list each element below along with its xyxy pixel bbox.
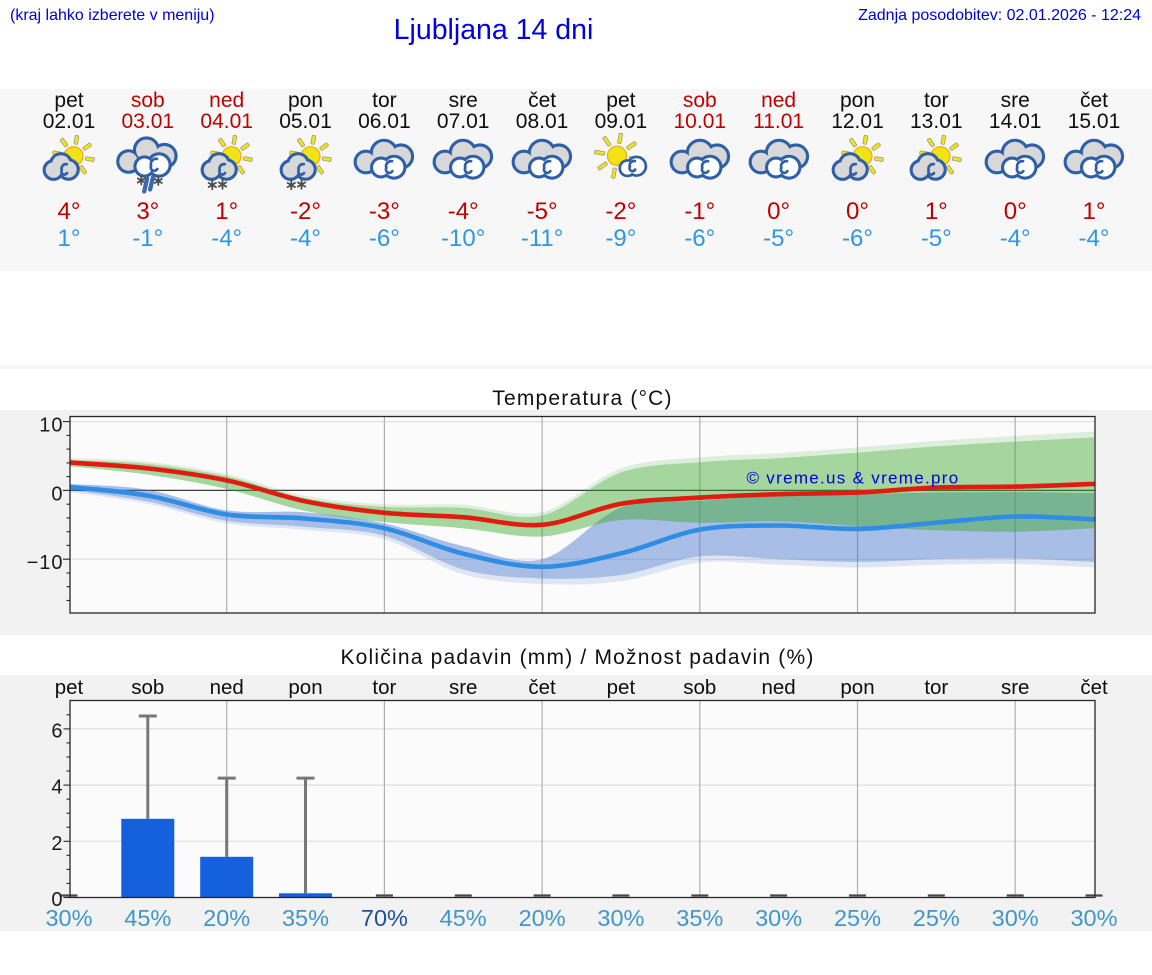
- svg-text:4: 4: [51, 777, 63, 799]
- svg-text:sre: sre: [1001, 676, 1029, 699]
- svg-text:tor: tor: [924, 676, 948, 699]
- svg-text:sob: sob: [683, 676, 716, 699]
- svg-text:35%: 35%: [676, 905, 723, 931]
- svg-text:30%: 30%: [992, 905, 1039, 931]
- svg-text:25%: 25%: [913, 905, 960, 931]
- svg-text:ned: ned: [761, 676, 795, 699]
- svg-text:pet: pet: [607, 676, 636, 699]
- svg-text:30%: 30%: [1070, 905, 1117, 931]
- svg-text:30%: 30%: [45, 905, 92, 931]
- svg-text:© vreme.us & vreme.pro: © vreme.us & vreme.pro: [746, 469, 959, 488]
- svg-text:45%: 45%: [440, 905, 487, 931]
- svg-text:30%: 30%: [597, 905, 644, 931]
- svg-text:tor: tor: [372, 676, 396, 699]
- svg-text:sob: sob: [131, 676, 164, 699]
- svg-text:25%: 25%: [834, 905, 881, 931]
- svg-text:pet: pet: [55, 676, 84, 699]
- svg-text:2: 2: [51, 833, 63, 855]
- svg-text:20%: 20%: [203, 905, 250, 931]
- svg-text:30%: 30%: [755, 905, 802, 931]
- svg-text:6: 6: [51, 720, 63, 742]
- svg-text:pon: pon: [288, 676, 322, 699]
- svg-text:10: 10: [39, 415, 63, 437]
- svg-text:0: 0: [51, 889, 63, 911]
- svg-text:sre: sre: [449, 676, 477, 699]
- svg-text:čet: čet: [1080, 676, 1108, 699]
- svg-text:35%: 35%: [282, 905, 329, 931]
- svg-text:20%: 20%: [519, 905, 566, 931]
- svg-text:pon: pon: [840, 676, 874, 699]
- svg-text:čet: čet: [528, 676, 556, 699]
- svg-text:70%: 70%: [361, 905, 408, 931]
- svg-text:ned: ned: [210, 676, 244, 699]
- svg-text:0: 0: [51, 483, 63, 505]
- svg-text:−10: −10: [27, 552, 64, 574]
- svg-text:45%: 45%: [124, 905, 171, 931]
